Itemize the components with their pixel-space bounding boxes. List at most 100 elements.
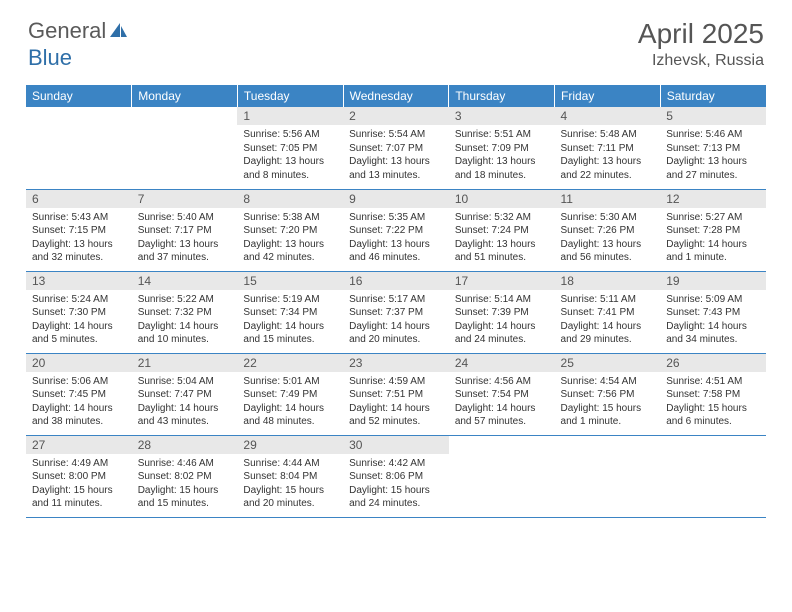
calendar-cell: 22Sunrise: 5:01 AMSunset: 7:49 PMDayligh… <box>237 353 343 435</box>
day-number: 6 <box>26 190 132 208</box>
day-number: 26 <box>660 354 766 372</box>
weekday-header: Monday <box>132 85 238 107</box>
sunset-text: Sunset: 7:17 PM <box>138 224 232 238</box>
day-details: Sunrise: 5:51 AMSunset: 7:09 PMDaylight:… <box>449 125 555 186</box>
calendar-cell: 20Sunrise: 5:06 AMSunset: 7:45 PMDayligh… <box>26 353 132 435</box>
day-details: Sunrise: 5:14 AMSunset: 7:39 PMDaylight:… <box>449 290 555 351</box>
daylight-text: Daylight: 13 hours and 27 minutes. <box>666 155 760 182</box>
calendar-cell: 1Sunrise: 5:56 AMSunset: 7:05 PMDaylight… <box>237 107 343 189</box>
day-details: Sunrise: 5:48 AMSunset: 7:11 PMDaylight:… <box>555 125 661 186</box>
calendar-cell: 29Sunrise: 4:44 AMSunset: 8:04 PMDayligh… <box>237 435 343 517</box>
daylight-text: Daylight: 13 hours and 42 minutes. <box>243 238 337 265</box>
daylight-text: Daylight: 13 hours and 51 minutes. <box>455 238 549 265</box>
sunrise-text: Sunrise: 4:59 AM <box>349 375 443 389</box>
daylight-text: Daylight: 13 hours and 46 minutes. <box>349 238 443 265</box>
sunrise-text: Sunrise: 5:30 AM <box>561 211 655 225</box>
day-number-blank <box>26 107 132 125</box>
sunset-text: Sunset: 7:30 PM <box>32 306 126 320</box>
day-number: 20 <box>26 354 132 372</box>
day-details: Sunrise: 4:51 AMSunset: 7:58 PMDaylight:… <box>660 372 766 433</box>
day-details: Sunrise: 5:01 AMSunset: 7:49 PMDaylight:… <box>237 372 343 433</box>
calendar-cell: 26Sunrise: 4:51 AMSunset: 7:58 PMDayligh… <box>660 353 766 435</box>
day-number: 15 <box>237 272 343 290</box>
calendar-week: 13Sunrise: 5:24 AMSunset: 7:30 PMDayligh… <box>26 271 766 353</box>
sunset-text: Sunset: 7:13 PM <box>666 142 760 156</box>
day-details: Sunrise: 4:44 AMSunset: 8:04 PMDaylight:… <box>237 454 343 515</box>
daylight-text: Daylight: 14 hours and 34 minutes. <box>666 320 760 347</box>
location-label: Izhevsk, Russia <box>638 52 764 70</box>
calendar-cell: 30Sunrise: 4:42 AMSunset: 8:06 PMDayligh… <box>343 435 449 517</box>
day-number: 4 <box>555 107 661 125</box>
sunset-text: Sunset: 7:09 PM <box>455 142 549 156</box>
day-details: Sunrise: 5:35 AMSunset: 7:22 PMDaylight:… <box>343 208 449 269</box>
calendar-cell: 12Sunrise: 5:27 AMSunset: 7:28 PMDayligh… <box>660 189 766 271</box>
sunrise-text: Sunrise: 5:46 AM <box>666 128 760 142</box>
sunrise-text: Sunrise: 4:44 AM <box>243 457 337 471</box>
sunrise-text: Sunrise: 5:01 AM <box>243 375 337 389</box>
daylight-text: Daylight: 13 hours and 32 minutes. <box>32 238 126 265</box>
sunrise-text: Sunrise: 5:24 AM <box>32 293 126 307</box>
sunrise-text: Sunrise: 5:38 AM <box>243 211 337 225</box>
daylight-text: Daylight: 15 hours and 24 minutes. <box>349 484 443 511</box>
sunrise-text: Sunrise: 5:19 AM <box>243 293 337 307</box>
day-number: 19 <box>660 272 766 290</box>
daylight-text: Daylight: 13 hours and 13 minutes. <box>349 155 443 182</box>
page-header: General Blue April 2025 Izhevsk, Russia <box>0 0 792 79</box>
month-title: April 2025 <box>638 18 764 50</box>
day-number: 23 <box>343 354 449 372</box>
daylight-text: Daylight: 15 hours and 6 minutes. <box>666 402 760 429</box>
sail-icon <box>108 19 128 45</box>
day-number: 11 <box>555 190 661 208</box>
sunset-text: Sunset: 7:45 PM <box>32 388 126 402</box>
daylight-text: Daylight: 14 hours and 15 minutes. <box>243 320 337 347</box>
day-number: 12 <box>660 190 766 208</box>
calendar-cell: 3Sunrise: 5:51 AMSunset: 7:09 PMDaylight… <box>449 107 555 189</box>
sunrise-text: Sunrise: 4:51 AM <box>666 375 760 389</box>
day-number: 30 <box>343 436 449 454</box>
daylight-text: Daylight: 13 hours and 22 minutes. <box>561 155 655 182</box>
calendar-cell: 28Sunrise: 4:46 AMSunset: 8:02 PMDayligh… <box>132 435 238 517</box>
sunrise-text: Sunrise: 5:14 AM <box>455 293 549 307</box>
sunrise-text: Sunrise: 4:46 AM <box>138 457 232 471</box>
sunset-text: Sunset: 7:22 PM <box>349 224 443 238</box>
day-number: 28 <box>132 436 238 454</box>
calendar-table: SundayMondayTuesdayWednesdayThursdayFrid… <box>26 85 766 518</box>
calendar-cell: 15 Sunrise: 5:19 AMSunset: 7:34 PMDayligh… <box>237 271 343 353</box>
day-details: Sunrise: 5:09 AMSunset: 7:43 PMDaylight:… <box>660 290 766 351</box>
sunrise-text: Sunrise: 5:48 AM <box>561 128 655 142</box>
day-details: Sunrise: 4:56 AMSunset: 7:54 PMDaylight:… <box>449 372 555 433</box>
daylight-text: Daylight: 14 hours and 24 minutes. <box>455 320 549 347</box>
calendar-cell: 16Sunrise: 5:17 AMSunset: 7:37 PMDayligh… <box>343 271 449 353</box>
day-details: Sunrise: 5:17 AMSunset: 7:37 PMDaylight:… <box>343 290 449 351</box>
sunset-text: Sunset: 7:11 PM <box>561 142 655 156</box>
day-number: 9 <box>343 190 449 208</box>
calendar-cell: 7Sunrise: 5:40 AMSunset: 7:17 PMDaylight… <box>132 189 238 271</box>
day-number: 29 <box>237 436 343 454</box>
daylight-text: Daylight: 14 hours and 43 minutes. <box>138 402 232 429</box>
day-details: Sunrise: 5:46 AMSunset: 7:13 PMDaylight:… <box>660 125 766 186</box>
day-details: Sunrise: 5:22 AMSunset: 7:32 PMDaylight:… <box>132 290 238 351</box>
day-number: 5 <box>660 107 766 125</box>
calendar-cell: 23Sunrise: 4:59 AMSunset: 7:51 PMDayligh… <box>343 353 449 435</box>
calendar-cell: 13Sunrise: 5:24 AMSunset: 7:30 PMDayligh… <box>26 271 132 353</box>
daylight-text: Daylight: 14 hours and 20 minutes. <box>349 320 443 347</box>
sunrise-text: Sunrise: 5:04 AM <box>138 375 232 389</box>
day-details: Sunrise: 4:46 AMSunset: 8:02 PMDaylight:… <box>132 454 238 515</box>
calendar-cell: 25Sunrise: 4:54 AMSunset: 7:56 PMDayligh… <box>555 353 661 435</box>
sunrise-text: Sunrise: 4:42 AM <box>349 457 443 471</box>
calendar-week: 6Sunrise: 5:43 AMSunset: 7:15 PMDaylight… <box>26 189 766 271</box>
brand-part1: General <box>28 18 106 43</box>
sunset-text: Sunset: 7:05 PM <box>243 142 337 156</box>
sunset-text: Sunset: 7:34 PM <box>243 306 337 320</box>
sunrise-text: Sunrise: 4:54 AM <box>561 375 655 389</box>
daylight-text: Daylight: 14 hours and 48 minutes. <box>243 402 337 429</box>
sunset-text: Sunset: 7:15 PM <box>32 224 126 238</box>
daylight-text: Daylight: 14 hours and 5 minutes. <box>32 320 126 347</box>
daylight-text: Daylight: 14 hours and 38 minutes. <box>32 402 126 429</box>
day-number: 21 <box>132 354 238 372</box>
calendar-cell: 21Sunrise: 5:04 AMSunset: 7:47 PMDayligh… <box>132 353 238 435</box>
calendar-cell: 4Sunrise: 5:48 AMSunset: 7:11 PMDaylight… <box>555 107 661 189</box>
daylight-text: Daylight: 14 hours and 52 minutes. <box>349 402 443 429</box>
brand-text: General Blue <box>28 18 128 71</box>
day-details: Sunrise: 4:54 AMSunset: 7:56 PMDaylight:… <box>555 372 661 433</box>
